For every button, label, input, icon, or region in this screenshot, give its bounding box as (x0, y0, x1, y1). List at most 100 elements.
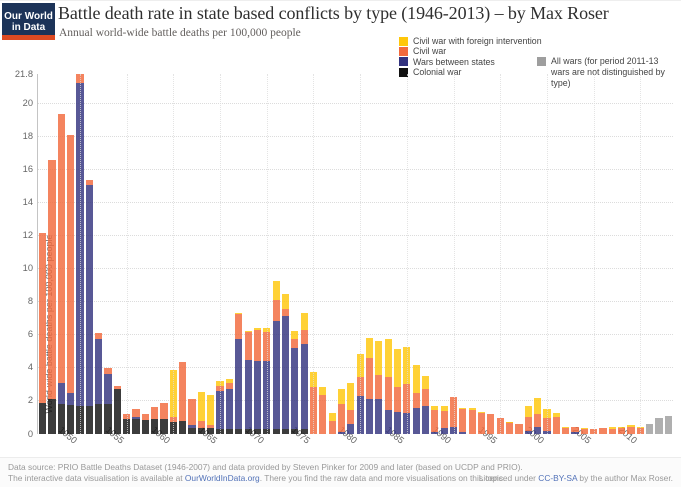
bar-segment (384, 339, 392, 378)
bar-1968[interactable] (244, 330, 252, 434)
bar-1948[interactable] (57, 114, 65, 434)
bar-segment (646, 424, 654, 434)
bar-1967[interactable] (235, 312, 243, 434)
bar-2004[interactable] (580, 428, 588, 434)
bar-1969[interactable] (253, 328, 262, 434)
bar-1970[interactable] (263, 328, 271, 434)
gridline-vertical (313, 74, 315, 434)
bar-2005[interactable] (590, 429, 598, 434)
intervention-swatch (399, 36, 408, 46)
bar-1976[interactable] (319, 386, 327, 434)
bar-1953[interactable] (104, 367, 112, 434)
bar-1985[interactable] (403, 347, 411, 434)
bar-segment (440, 410, 448, 429)
all-wars-label-line1: All wars (for period 2011-13 (551, 56, 659, 66)
bar-segment (599, 428, 607, 434)
bar-2003[interactable] (571, 426, 579, 434)
bar-2007[interactable] (608, 427, 616, 434)
legend-label: Civil war (413, 46, 447, 57)
bar-1952[interactable] (95, 333, 103, 434)
bar-segment (412, 407, 420, 434)
bar-2009[interactable] (627, 424, 635, 434)
y-tick-label: 2 (27, 395, 33, 406)
bar-1963[interactable] (197, 391, 205, 434)
bar-1977[interactable] (328, 413, 336, 434)
bar-segment (347, 410, 355, 425)
bar-1949[interactable] (67, 135, 75, 434)
owid-link[interactable]: OurWorldInData.org (184, 473, 260, 483)
bar-1997[interactable] (515, 424, 523, 434)
bar-1973[interactable] (291, 330, 299, 434)
bar-1998[interactable] (524, 405, 532, 434)
bar-1971[interactable] (272, 281, 280, 434)
gridline-vertical (266, 74, 268, 434)
y-tick-label: 18 (22, 131, 33, 142)
bar-segment (235, 429, 243, 434)
y-max-label: 21.8 (14, 68, 33, 79)
bar-1987[interactable] (421, 376, 430, 434)
bar-segment (375, 340, 383, 375)
bar-1958[interactable] (151, 406, 159, 434)
bar-2001[interactable] (552, 413, 560, 434)
gridline-horizontal (38, 300, 673, 302)
legend-item-interstate: Wars between states (399, 57, 542, 67)
colonial-swatch (399, 67, 408, 77)
bar-segment (421, 388, 430, 406)
owid-logo[interactable]: Our World in Data (2, 3, 55, 40)
bar-2008[interactable] (618, 426, 626, 434)
bar-1991[interactable] (459, 407, 467, 434)
bar-1959[interactable] (160, 403, 168, 434)
bar-1988[interactable] (431, 405, 439, 434)
bar-1989[interactable] (440, 405, 448, 434)
bar-1996[interactable] (505, 421, 514, 434)
bar-1954[interactable] (113, 386, 121, 434)
bar-1981[interactable] (365, 338, 374, 434)
bar-segment (57, 114, 65, 383)
bar-1957[interactable] (141, 414, 149, 434)
gridline-horizontal (38, 135, 673, 137)
bar-2013[interactable] (664, 415, 672, 434)
bar-1961[interactable] (179, 362, 187, 434)
y-tick-label: 6 (27, 329, 33, 340)
bar-1978[interactable] (337, 389, 346, 434)
bar-1964[interactable] (207, 395, 215, 434)
bar-1972[interactable] (281, 294, 290, 434)
bar-segment (291, 330, 299, 340)
bar-1947[interactable] (48, 159, 56, 434)
license-note: Licensed under CC-BY-SA by the author Ma… (479, 473, 673, 483)
bar-segment (253, 329, 262, 361)
bar-1966[interactable] (225, 378, 234, 434)
legend-item-all-wars: All wars (for period 2011-13 wars are no… (537, 56, 681, 89)
bar-1983[interactable] (384, 339, 392, 434)
gridline-vertical (453, 74, 455, 434)
bar-1982[interactable] (375, 340, 383, 434)
bar-2010[interactable] (636, 426, 644, 434)
bar-segment (365, 358, 374, 399)
bar-1979[interactable] (347, 382, 355, 434)
bar-segment (272, 300, 280, 321)
y-tick-label: 20 (22, 98, 33, 109)
bar-2002[interactable] (562, 427, 570, 434)
y-tick-label: 4 (27, 362, 33, 373)
bar-1999[interactable] (533, 397, 542, 434)
bar-1962[interactable] (188, 399, 196, 434)
bar-2012[interactable] (655, 418, 663, 434)
bar-segment (151, 419, 159, 434)
bar-1984[interactable] (393, 348, 402, 434)
license-link[interactable]: CC-BY-SA (538, 473, 578, 483)
bar-1992[interactable] (468, 407, 476, 434)
bar-1993[interactable] (477, 411, 486, 434)
bar-segment (225, 389, 234, 430)
bar-1951[interactable] (85, 179, 93, 434)
bar-1986[interactable] (412, 364, 420, 434)
bar-1990[interactable] (449, 396, 458, 434)
bar-1956[interactable] (132, 409, 140, 434)
bar-2011[interactable] (646, 424, 654, 434)
bar-1994[interactable] (487, 414, 495, 434)
bar-1965[interactable] (216, 381, 224, 434)
bar-1946[interactable] (39, 232, 47, 434)
bar-2006[interactable] (599, 428, 607, 434)
bar-segment (636, 428, 644, 434)
bar-1974[interactable] (300, 313, 308, 434)
bar-segment (468, 407, 476, 411)
